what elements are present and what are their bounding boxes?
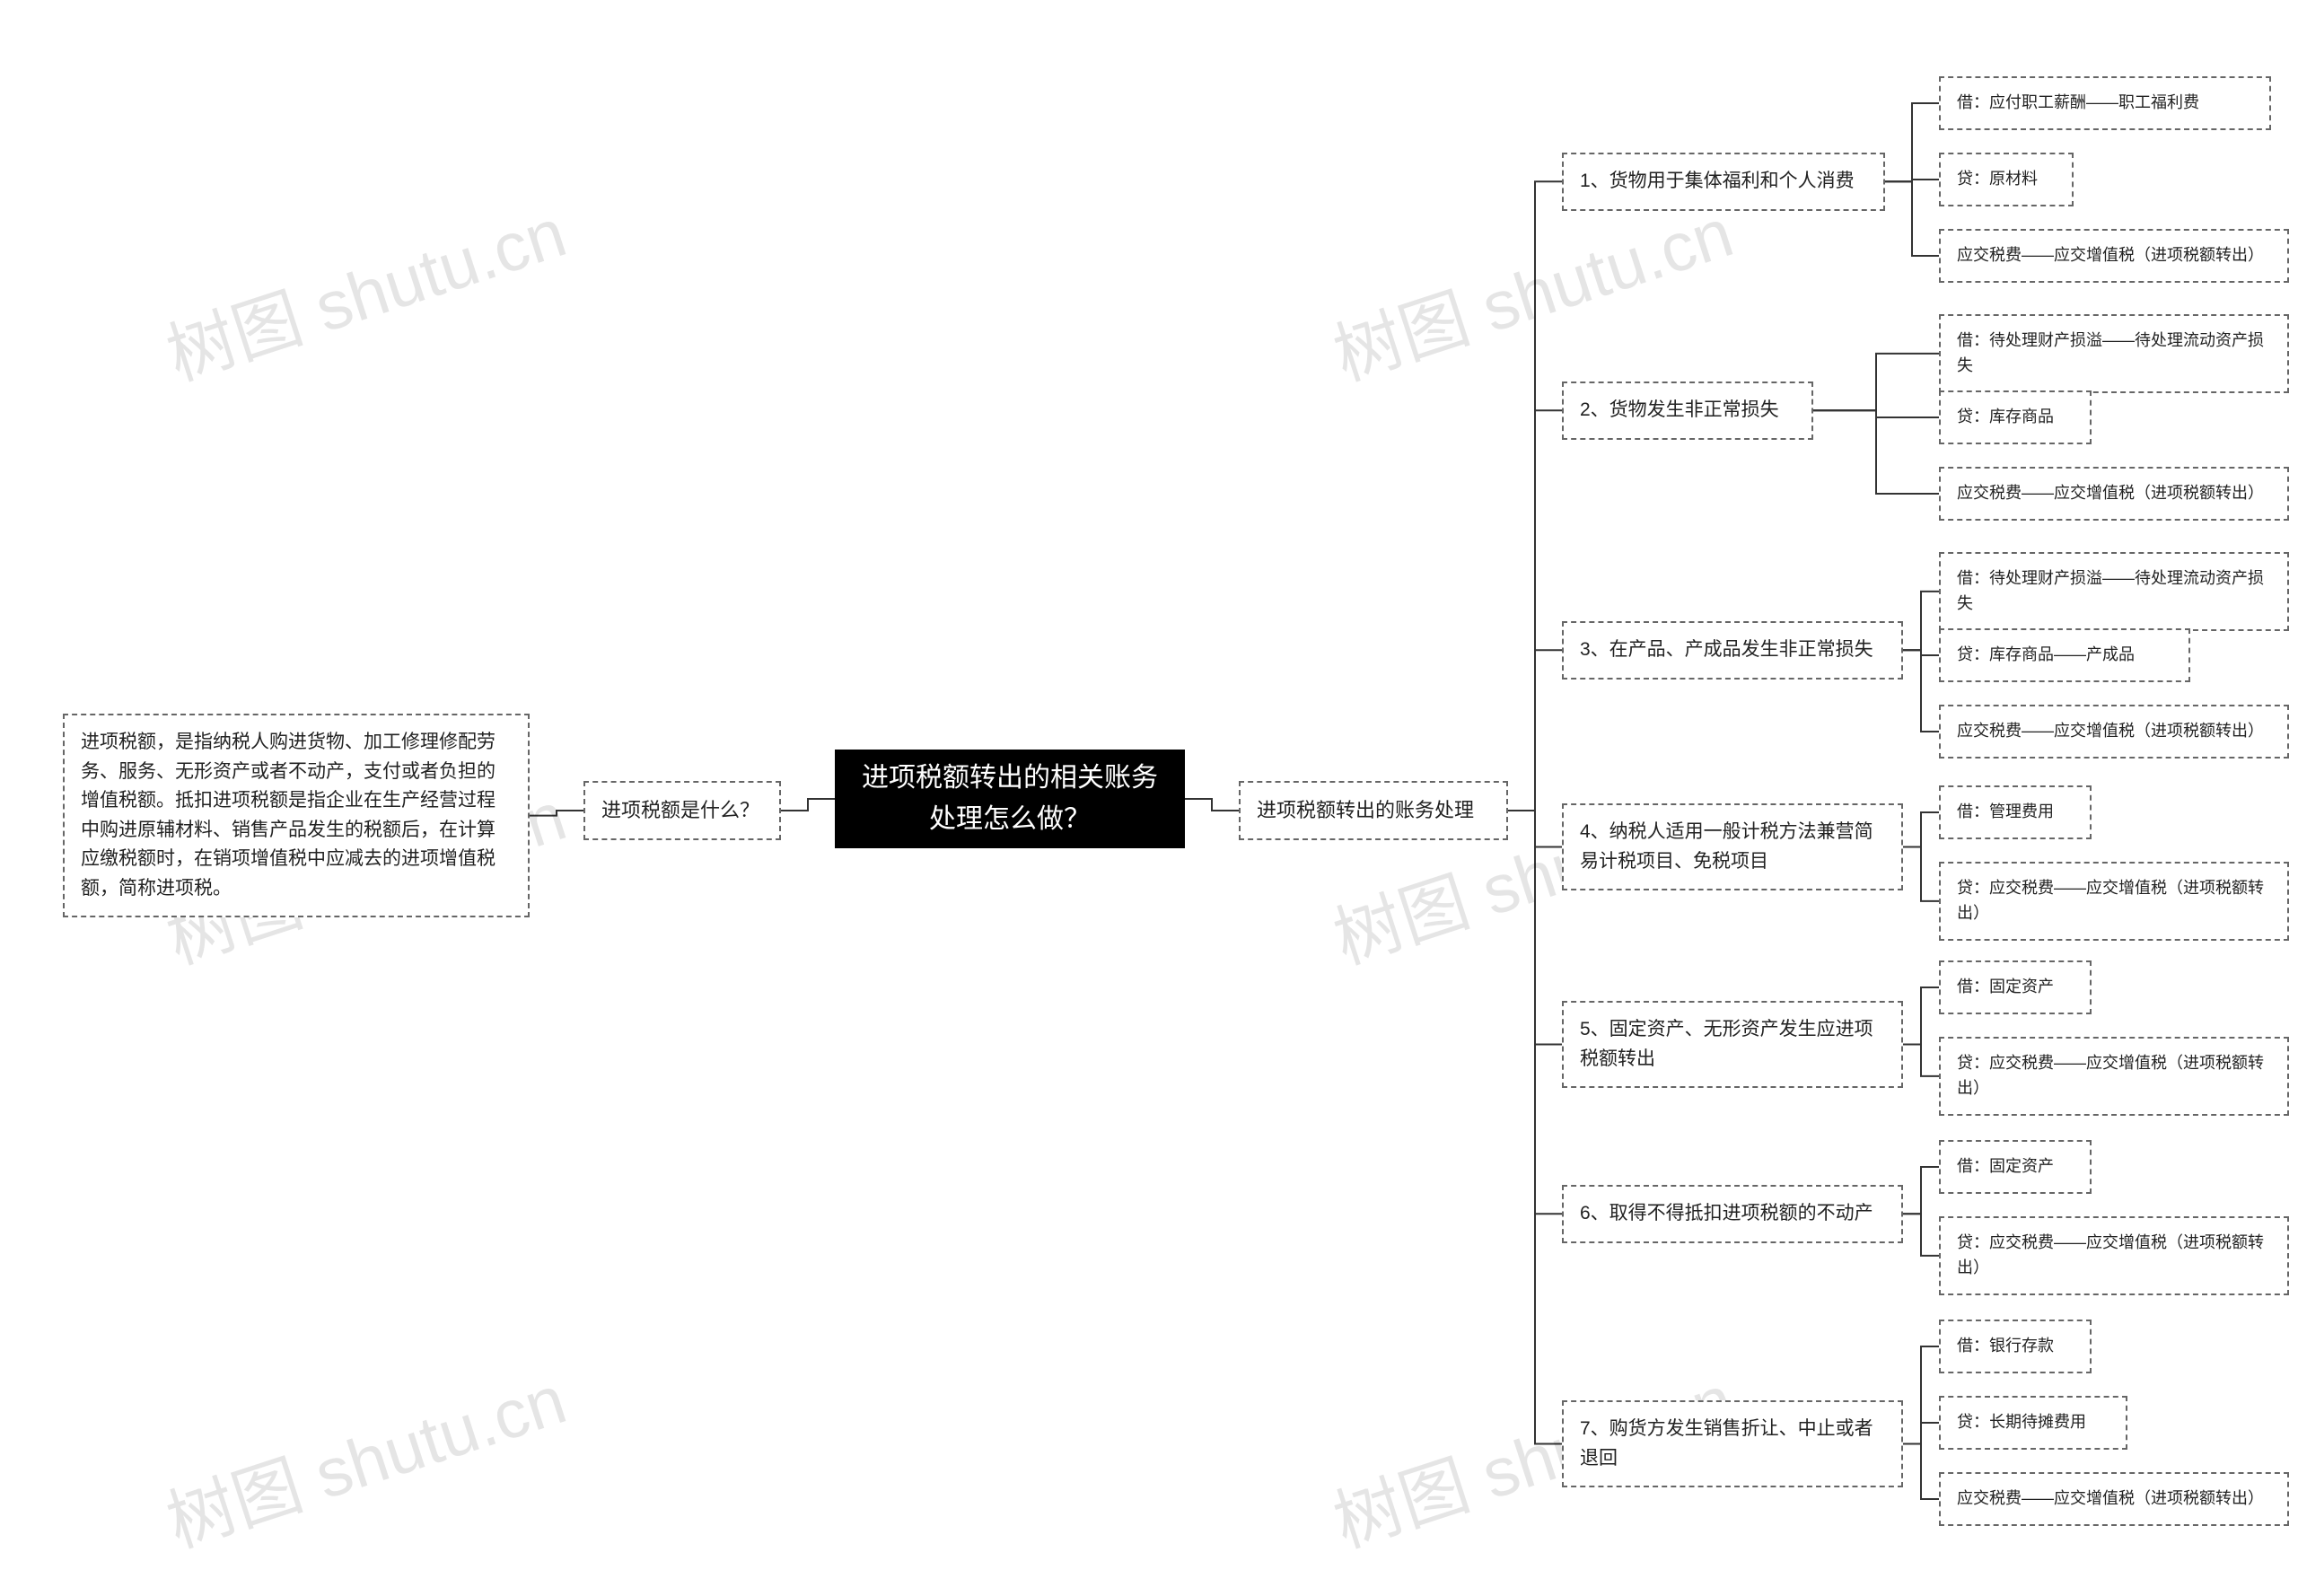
entry-node: 贷：原材料 (1939, 153, 2074, 206)
entry-node: 借：管理费用 (1939, 785, 2092, 839)
entry-node: 应交税费——应交增值税（进项税额转出） (1939, 467, 2289, 521)
entry-node: 应交税费——应交增值税（进项税额转出） (1939, 1472, 2289, 1526)
category-node: 7、购货方发生销售折让、中止或者退回 (1562, 1400, 1903, 1487)
entry-node: 贷：应交税费——应交增值税（进项税额转出） (1939, 1216, 2289, 1295)
mindmap-canvas: 树图 shutu.cn 树图 shutu.cn 树图 shutu.cn 树图 s… (0, 0, 2298, 1596)
entry-node: 贷：库存商品 (1939, 390, 2092, 444)
watermark: 树图 shutu.cn (1320, 178, 1743, 399)
entry-node: 贷：应交税费——应交增值税（进项税额转出） (1939, 1037, 2289, 1116)
left-branch-header: 进项税额是什么？ (583, 781, 781, 840)
watermark: 树图 shutu.cn (153, 178, 576, 399)
entry-node: 贷：库存商品——产成品 (1939, 628, 2190, 682)
category-node: 1、货物用于集体福利和个人消费 (1562, 153, 1885, 211)
entry-node: 借：应付职工薪酬——职工福利费 (1939, 76, 2271, 130)
entry-node: 借：固定资产 (1939, 960, 2092, 1014)
right-branch-header: 进项税额转出的账务处理 (1239, 781, 1508, 840)
entry-node: 借：待处理财产损溢——待处理流动资产损失 (1939, 314, 2289, 393)
entry-node: 借：银行存款 (1939, 1320, 2092, 1373)
category-node: 5、固定资产、无形资产发生应进项税额转出 (1562, 1001, 1903, 1088)
category-node: 6、取得不得抵扣进项税额的不动产 (1562, 1185, 1903, 1243)
category-node: 4、纳税人适用一般计税方法兼营简易计税项目、免税项目 (1562, 803, 1903, 890)
root-node: 进项税额转出的相关账务 处理怎么做？ (835, 750, 1185, 848)
entry-node: 应交税费——应交增值税（进项税额转出） (1939, 705, 2289, 759)
entry-node: 贷：长期待摊费用 (1939, 1396, 2127, 1450)
watermark: 树图 shutu.cn (153, 1345, 576, 1566)
entry-node: 应交税费——应交增值税（进项税额转出） (1939, 229, 2289, 283)
left-branch-detail: 进项税额，是指纳税人购进货物、加工修理修配劳务、服务、无形资产或者不动产，支付或… (63, 714, 530, 917)
category-node: 2、货物发生非正常损失 (1562, 381, 1813, 440)
category-node: 3、在产品、产成品发生非正常损失 (1562, 621, 1903, 680)
entry-node: 贷：应交税费——应交增值税（进项税额转出） (1939, 862, 2289, 941)
entry-node: 借：待处理财产损溢——待处理流动资产损失 (1939, 552, 2289, 631)
entry-node: 借：固定资产 (1939, 1140, 2092, 1194)
